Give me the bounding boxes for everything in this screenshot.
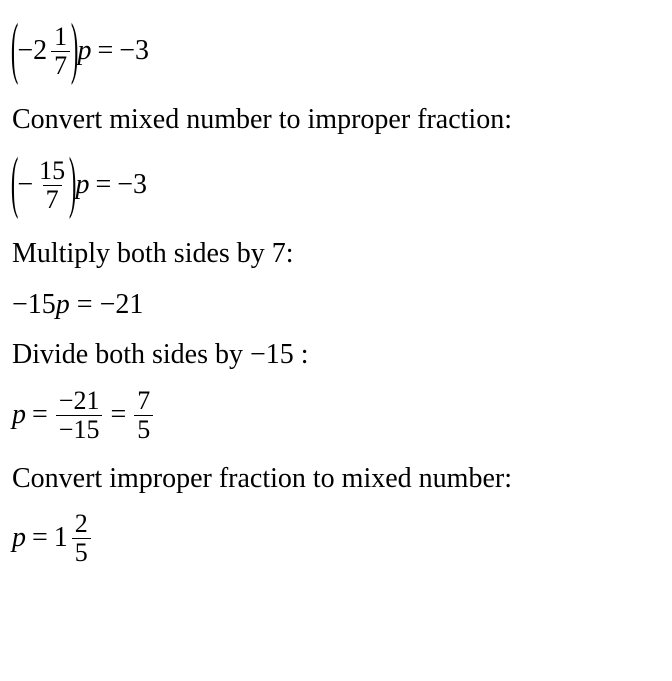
- denominator: 7: [43, 185, 62, 213]
- rhs-value: −3: [119, 37, 149, 65]
- fraction-2: 7 5: [134, 388, 153, 443]
- negative-sign: −: [17, 171, 33, 199]
- equation-5: p = 1 2 5: [12, 511, 660, 566]
- variable-p: p: [75, 171, 89, 199]
- step-1-text: Convert mixed number to improper fractio…: [12, 102, 660, 138]
- step-4-text: Convert improper fraction to mixed numbe…: [12, 461, 660, 497]
- mixed-number: −2 1 7: [17, 24, 72, 79]
- mixed-fraction: 2 5: [72, 511, 91, 566]
- step-3-text: Divide both sides by −15 :: [12, 337, 660, 373]
- rhs-value: −3: [117, 171, 147, 199]
- paren-group: ( − 15 7 ): [12, 152, 75, 218]
- step-2-text: Multiply both sides by 7:: [12, 236, 660, 272]
- numerator: 7: [134, 388, 153, 415]
- numerator: 1: [51, 24, 70, 51]
- mixed-number-result: 1 2 5: [54, 511, 93, 566]
- equals-sign: =: [32, 524, 48, 552]
- step-3-post: :: [301, 339, 309, 370]
- equals-sign: =: [97, 37, 113, 65]
- mixed-whole: 1: [54, 524, 68, 552]
- step-3-val: −15: [250, 339, 294, 370]
- denominator: −15: [56, 415, 103, 443]
- numerator: −21: [56, 388, 103, 415]
- fraction: 15 7: [36, 158, 68, 213]
- right-paren: ): [71, 17, 78, 86]
- mixed-whole: −2: [17, 37, 47, 65]
- equals-sign: =: [95, 171, 111, 199]
- denominator: 5: [134, 415, 153, 443]
- variable-p: p: [77, 37, 91, 65]
- numerator: 2: [72, 511, 91, 538]
- variable-p: p: [12, 401, 26, 429]
- equation-2: ( − 15 7 ) p = −3: [12, 152, 660, 218]
- left-paren: (: [11, 17, 18, 86]
- right-paren: ): [69, 151, 76, 220]
- fraction-1: −21 −15: [56, 388, 103, 443]
- mixed-fraction: 1 7: [51, 24, 70, 79]
- equation-4: p = −21 −15 = 7 5: [12, 388, 660, 443]
- paren-group: ( −2 1 7 ): [12, 18, 77, 84]
- denominator: 5: [72, 538, 91, 566]
- numerator: 15: [36, 158, 68, 185]
- variable-p: p: [12, 524, 26, 552]
- equation-3: −15p = −21: [12, 287, 660, 323]
- equals-sign: =: [32, 401, 48, 429]
- equals-sign: =: [110, 401, 126, 429]
- equation-1: ( −2 1 7 ) p = −3: [12, 18, 660, 84]
- denominator: 7: [51, 51, 70, 79]
- left-paren: (: [11, 151, 18, 220]
- step-3-pre: Divide both sides by: [12, 339, 250, 370]
